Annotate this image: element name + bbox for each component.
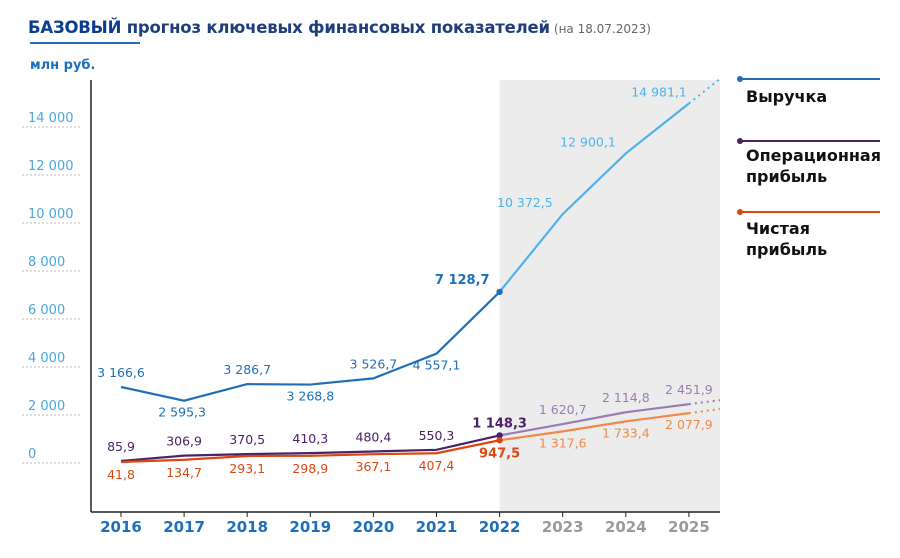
series-line-actual (120, 291, 501, 402)
x-tick-label: 2023 (542, 518, 584, 536)
data-label: 3 526,7 (350, 356, 398, 371)
data-label: 3 166,6 (97, 365, 145, 380)
y-tick-label: 0 (28, 447, 36, 462)
legend-net-line2: прибыль (746, 240, 828, 259)
data-label: 41,8 (107, 467, 135, 482)
y-tick-label: 6 000 (28, 303, 65, 318)
data-label: 2 595,3 (158, 405, 206, 420)
title-rest: прогноз ключевых финансовых показателей (126, 18, 550, 37)
data-label: 3 286,7 (223, 362, 271, 377)
data-label: 10 372,5 (497, 195, 553, 210)
data-label: 1 620,7 (539, 402, 587, 417)
series-point-marker (496, 437, 503, 444)
data-label: 4 557,1 (413, 358, 461, 373)
legend-dot (737, 138, 743, 144)
y-tick-label: 2 000 (28, 399, 65, 414)
data-label: 947,5 (479, 446, 520, 461)
data-label: 1 733,4 (602, 425, 650, 440)
legend-dot (737, 76, 743, 82)
data-label: 293,1 (229, 461, 265, 476)
y-tick-label: 12 000 (28, 159, 74, 174)
series-line-actual (120, 439, 500, 464)
data-label: 3 268,8 (286, 389, 334, 404)
series-extension (688, 78, 721, 105)
chart-title: БАЗОВЫЙ прогноз ключевых финансовых пока… (28, 18, 651, 37)
data-label: 2 077,9 (665, 417, 713, 432)
legend-net-line1: Чистая (746, 219, 810, 238)
data-label: 1 148,3 (472, 416, 527, 431)
data-label: 370,5 (229, 432, 265, 447)
unit-label: млн руб. (30, 58, 96, 73)
title-underline (30, 42, 140, 44)
x-tick-label: 2017 (163, 518, 205, 536)
data-label: 7 128,7 (435, 273, 490, 288)
data-label: 410,3 (292, 431, 328, 446)
series-line-forecast (499, 403, 690, 437)
y-tick-label: 8 000 (28, 255, 65, 270)
y-tick-label: 10 000 (28, 207, 74, 222)
data-label: 367,1 (356, 459, 392, 474)
x-tick-label: 2016 (100, 518, 142, 536)
legend-op-line2: прибыль (746, 167, 828, 186)
series-line-forecast (499, 412, 690, 442)
data-label: 1 317,6 (539, 435, 587, 450)
data-label: 298,9 (292, 461, 328, 476)
x-tick-label: 2019 (289, 518, 331, 536)
x-tick-label: 2022 (479, 518, 521, 536)
y-tick-label: 14 000 (28, 111, 74, 126)
y-tick-label: 4 000 (28, 351, 65, 366)
data-label: 2 451,9 (665, 382, 713, 397)
series-line-forecast (498, 102, 690, 293)
data-label: 480,4 (356, 429, 392, 444)
x-tick-label: 2025 (668, 518, 710, 536)
legend-op-line1: Операционная (746, 146, 881, 165)
legend-revenue-label: Выручка (746, 87, 828, 106)
series-point-marker (496, 432, 503, 439)
data-label: 14 981,1 (631, 84, 687, 99)
data-label: 134,7 (166, 465, 202, 480)
data-label: 2 114,8 (602, 390, 650, 405)
x-tick-label: 2024 (605, 518, 647, 536)
data-label: 550,3 (419, 428, 455, 443)
title-text: БАЗОВЫЙ прогноз ключевых финансовых пока… (28, 18, 550, 37)
title-highlight: БАЗОВЫЙ (28, 18, 122, 37)
series-point-marker (496, 288, 503, 296)
legend-net-label: Чистая прибыль (746, 218, 827, 260)
forecast-region (499, 80, 720, 512)
legend-op-label: Операционная прибыль (746, 145, 881, 187)
series-line-actual (120, 434, 500, 463)
legend-dot (737, 209, 743, 215)
x-tick-label: 2021 (416, 518, 458, 536)
data-label: 85,9 (107, 439, 135, 454)
title-date: (на 18.07.2023) (553, 22, 651, 36)
x-tick-label: 2020 (353, 518, 395, 536)
x-tick-label: 2018 (226, 518, 268, 536)
data-label: 12 900,1 (560, 134, 616, 149)
data-label: 306,9 (166, 434, 202, 449)
data-label: 407,4 (419, 458, 455, 473)
